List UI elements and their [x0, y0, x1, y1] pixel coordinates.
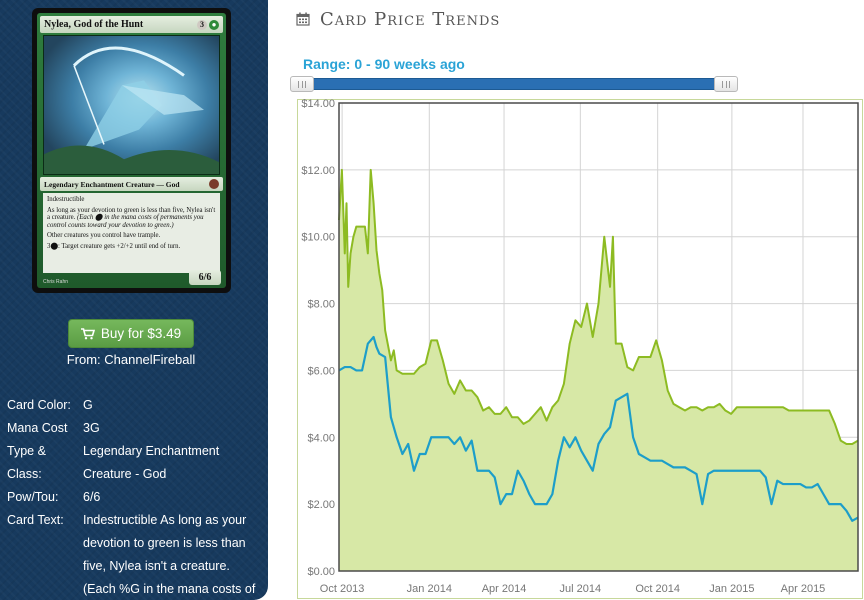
seller-label: From: ChannelFireball: [66, 352, 196, 367]
panel-title: Card Price Trends: [320, 8, 501, 30]
green-mana-icon: ●: [209, 19, 219, 30]
buy-button-label: Buy for $3.49: [100, 326, 182, 341]
card-type-line: Legendary Enchantment Creature — God: [40, 177, 223, 191]
y-tick-label: $2.00: [307, 499, 335, 511]
price-chart: $0.00 $2.00 $4.00 $6.00 $8.00 $10.00 $12.00 $14…: [296, 98, 864, 600]
y-tick-label: $12.00: [301, 165, 335, 177]
low-price-line: [338, 335, 859, 522]
range-slider-handle-end[interactable]: [714, 76, 738, 92]
buy-button[interactable]: Buy for $3.49: [68, 319, 194, 348]
card-artist-credit: Chris Rahn: [43, 279, 69, 285]
x-tick-label: Apr 2015: [781, 583, 826, 595]
price-chart-svg: $0.00 $2.00 $4.00 $6.00 $8.00 $10.00 $12.00 $14…: [297, 98, 863, 599]
set-symbol-icon: [209, 179, 219, 189]
y-tick-label: $4.00: [307, 432, 335, 444]
chart-axes: $0.00 $2.00 $4.00 $6.00 $8.00 $10.00 $12.00 $14…: [301, 98, 825, 595]
y-tick-label: $8.00: [307, 299, 335, 311]
range-slider-handle-start[interactable]: [290, 76, 314, 92]
plot-area-border: [338, 102, 859, 572]
grip-icon: [722, 80, 730, 88]
x-tick-label: Oct 2013: [320, 583, 365, 595]
generic-mana-symbol: 3: [197, 19, 207, 30]
detail-row-pow-tou: Pow/Tou: 6/6: [7, 490, 101, 504]
card-mana-cost: 3 ●: [197, 19, 219, 30]
grip-icon: [298, 80, 306, 88]
y-tick-label: $10.00: [301, 232, 335, 244]
card-sidebar: Nylea, God of the Hunt 3 ● Legendary Enc…: [0, 0, 268, 600]
y-tick-label: $14.00: [301, 98, 335, 110]
x-tick-label: Jan 2014: [407, 583, 452, 595]
x-tick-label: Apr 2014: [482, 583, 527, 595]
detail-row-card-text: Card Text: Indestructible As long as you…: [7, 513, 256, 596]
card-details: Card Color: G Mana Cost 3G Type & Class:…: [7, 394, 265, 600]
calendar-icon: [296, 12, 310, 26]
card-frame: Nylea, God of the Hunt 3 ● Legendary Enc…: [37, 13, 226, 288]
x-tick-label: Jul 2014: [560, 583, 602, 595]
range-slider-track[interactable]: [300, 78, 738, 90]
panel-header: Card Price Trends: [296, 8, 500, 30]
shopping-cart-icon: [80, 327, 95, 339]
card-name: Nylea, God of the Hunt: [44, 19, 144, 30]
card-power-toughness: 6/6: [189, 270, 221, 285]
card-art: [43, 35, 220, 175]
x-tick-label: Oct 2014: [635, 583, 680, 595]
detail-row-color: Card Color: G: [7, 398, 93, 412]
range-label: Range: 0 - 90 weeks ago: [303, 56, 465, 72]
y-tick-label: $0.00: [307, 566, 335, 578]
card-rules-text: Indestructible As long as your devotion …: [43, 193, 220, 273]
archer-art-icon: [44, 46, 219, 174]
paper-price-line: [338, 168, 859, 445]
card-title-bar: Nylea, God of the Hunt 3 ●: [40, 16, 223, 33]
detail-row-type: Type & Class: Legendary Enchantment Crea…: [7, 444, 220, 481]
x-tick-label: Jan 2015: [709, 583, 754, 595]
detail-row-mana-cost: Mana Cost 3G: [7, 421, 100, 435]
card-image: Nylea, God of the Hunt 3 ● Legendary Enc…: [32, 8, 231, 293]
y-tick-label: $6.00: [307, 365, 335, 377]
chart-series: [338, 168, 859, 571]
chart-outer-border: [297, 99, 863, 599]
